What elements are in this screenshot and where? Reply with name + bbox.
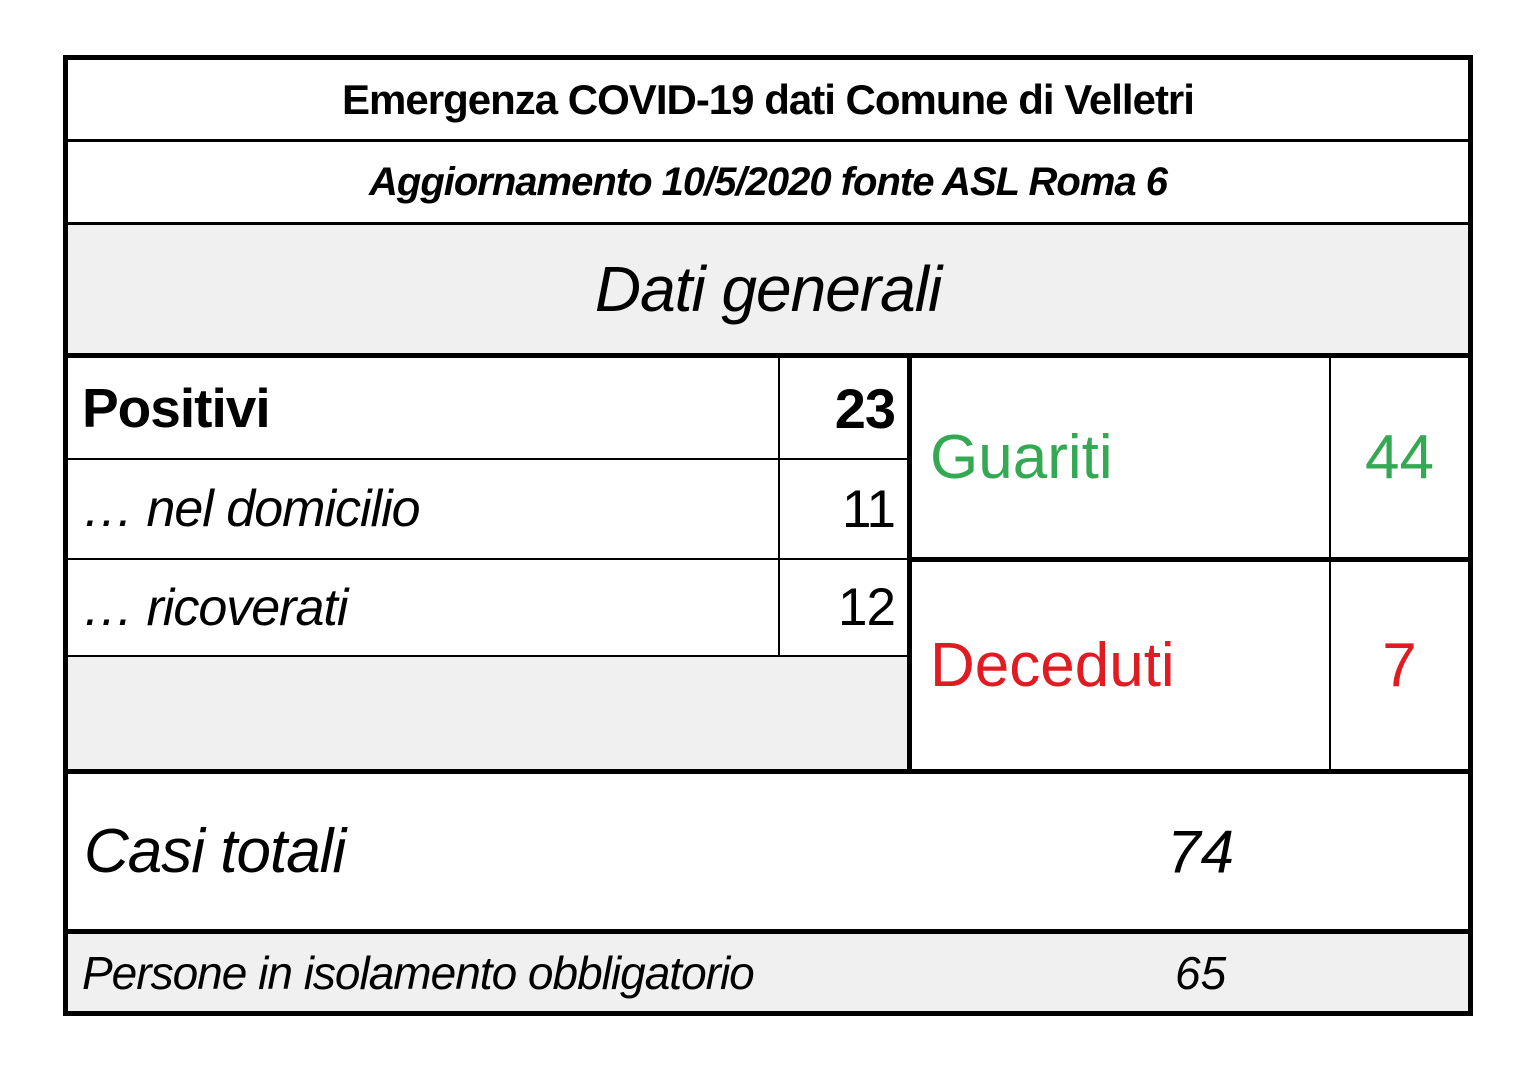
isolamento-row: Persone in isolamento obbligatorio 65	[68, 934, 1468, 1011]
deceduti-row: Deceduti 7	[912, 562, 1468, 769]
section-header-row: Dati generali	[68, 225, 1468, 358]
positivi-panel: Positivi 23 … nel domicilio 11 … ricover…	[68, 358, 912, 769]
covid-data-table: Emergenza COVID-19 dati Comune di Vellet…	[63, 55, 1473, 1016]
isolamento-value: 65	[1175, 946, 1227, 999]
isolamento-label: Persone in isolamento obbligatorio	[82, 946, 755, 999]
table-subtitle: Aggiornamento 10/5/2020 fonte ASL Roma 6	[369, 159, 1168, 204]
deceduti-label: Deceduti	[912, 562, 1331, 769]
guariti-label: Guariti	[912, 358, 1331, 557]
positivi-row: Positivi 23	[68, 358, 907, 460]
ricoverati-label: … ricoverati	[68, 560, 780, 655]
ricoverati-row: … ricoverati 12	[68, 560, 907, 657]
deceduti-value: 7	[1382, 631, 1417, 700]
domicilio-value: 11	[841, 479, 896, 539]
ricoverati-value: 12	[838, 578, 896, 637]
casi-totali-label: Casi totali	[84, 817, 346, 886]
positivi-label: Positivi	[68, 358, 780, 458]
casi-totali-value: 74	[1167, 818, 1234, 885]
guariti-deceduti-panel: Guariti 44 Deceduti 7	[912, 358, 1468, 769]
positivi-value: 23	[834, 376, 896, 440]
domicilio-label: … nel domicilio	[68, 460, 780, 558]
table-title-row: Emergenza COVID-19 dati Comune di Vellet…	[68, 60, 1468, 142]
table-title: Emergenza COVID-19 dati Comune di Vellet…	[342, 75, 1195, 123]
casi-totali-row: Casi totali 74	[68, 774, 1468, 934]
guariti-value: 44	[1365, 423, 1434, 492]
empty-gray-cell	[68, 657, 907, 769]
section-title: Dati generali	[594, 253, 942, 325]
main-data-area: Positivi 23 … nel domicilio 11 … ricover…	[68, 358, 1468, 774]
domicilio-row: … nel domicilio 11	[68, 460, 907, 560]
guariti-row: Guariti 44	[912, 358, 1468, 562]
table-subtitle-row: Aggiornamento 10/5/2020 fonte ASL Roma 6	[68, 142, 1468, 225]
